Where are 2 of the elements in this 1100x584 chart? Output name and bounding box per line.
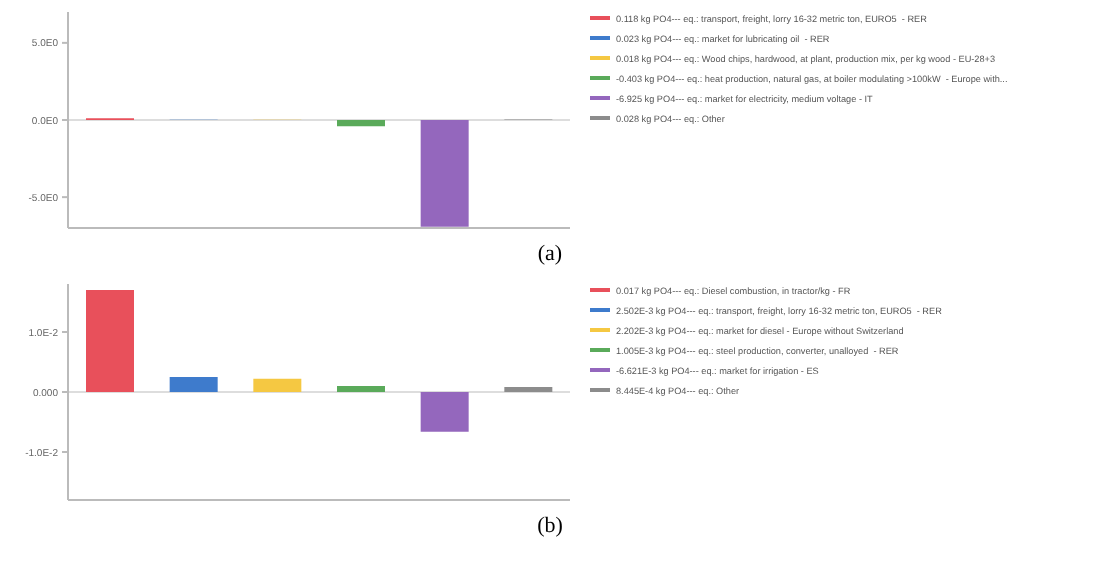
text: (a) bbox=[535, 240, 565, 270]
text: (b) bbox=[535, 512, 565, 542]
